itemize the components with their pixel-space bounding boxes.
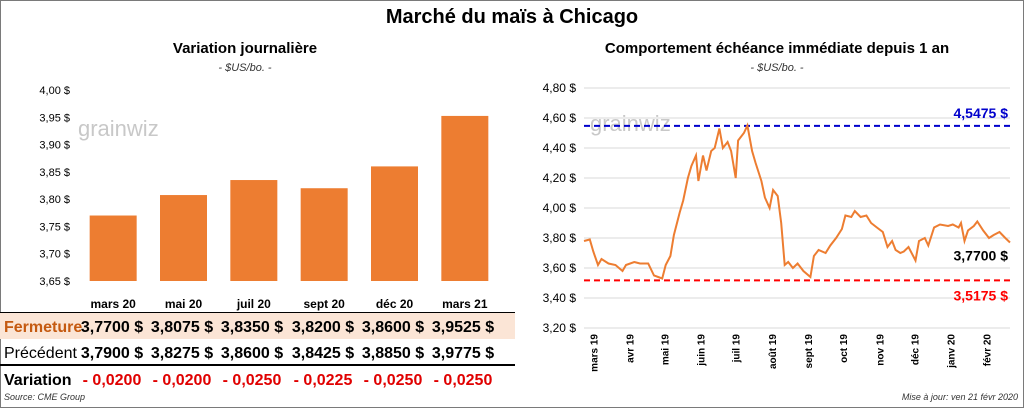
x-tick-label: mai 19 xyxy=(661,334,672,366)
right-chart-unit: - $US/bo. - xyxy=(750,62,804,74)
table-row-variation: Variation - 0,0200 - 0,0200 - 0,0250 - 0… xyxy=(0,364,515,392)
y-tick-label: 4,40 $ xyxy=(543,141,577,155)
variation-cell: - 0,0250 xyxy=(433,372,493,389)
last-price-label: 3,7700 $ xyxy=(954,248,1009,264)
y-tick-label: 3,20 $ xyxy=(543,321,577,335)
x-tick-label: sept 19 xyxy=(804,334,815,369)
line-chart: 3,20 $ 3,40 $ 3,60 $ 3,80 $ 4,00 $ 4,20 $ 4,40… xyxy=(543,81,1011,372)
x-tick-label: févr 20 xyxy=(983,334,994,367)
precedent-cell: 3,8600 $ xyxy=(220,345,284,362)
low-price-label: 3,5175 $ xyxy=(954,287,1009,303)
source-note: Source: CME Group xyxy=(4,392,86,402)
y-tick-label: 4,20 $ xyxy=(543,171,577,185)
bar-chart: 3,65 $ 3,70 $ 3,75 $ 3,80 $ 3,85 $ 3,90 $ 3,95… xyxy=(39,85,489,311)
x-tick-label: août 19 xyxy=(768,334,779,369)
precedent-cell: 3,9775 $ xyxy=(431,345,495,362)
fermeture-cell: 3,8200 $ xyxy=(291,319,355,336)
y-tick-label: 3,60 $ xyxy=(543,261,577,275)
left-chart-unit: - $US/bo. - xyxy=(218,62,272,74)
bar xyxy=(441,115,489,281)
watermark-text: grainwiz xyxy=(78,116,159,141)
x-tick-label: juin 19 xyxy=(697,334,708,367)
x-tick-label: mars 20 xyxy=(90,297,136,311)
x-tick-label: juil 19 xyxy=(732,334,743,364)
y-tick-label: 3,85 $ xyxy=(39,167,70,179)
precedent-cell: 3,8425 $ xyxy=(291,345,355,362)
x-tick-label: janv 20 xyxy=(946,334,957,369)
fermeture-cell: 3,8350 $ xyxy=(220,319,284,336)
y-tick-label: 4,00 $ xyxy=(543,201,577,215)
precedent-cell: 3,8850 $ xyxy=(361,345,425,362)
row-label-precedent: Précédent xyxy=(4,345,77,362)
y-tick-label: 3,65 $ xyxy=(39,276,70,288)
x-tick-label: avr 19 xyxy=(626,334,637,363)
y-tick-label: 3,75 $ xyxy=(39,221,70,233)
y-tick-label: 3,90 $ xyxy=(39,140,70,152)
y-tick-label: 3,70 $ xyxy=(39,249,70,261)
x-tick-label: mars 19 xyxy=(589,334,600,372)
x-tick-label: déc 20 xyxy=(376,297,414,311)
fermeture-cell: 3,9525 $ xyxy=(431,319,495,336)
bar xyxy=(160,195,207,281)
fermeture-cell: 3,8600 $ xyxy=(361,319,425,336)
bar xyxy=(230,180,278,281)
x-tick-label: juil 20 xyxy=(236,297,271,311)
variation-cell: - 0,0200 xyxy=(152,372,212,389)
row-label-variation: Variation xyxy=(4,372,72,389)
right-chart-title: Comportement échéance immédiate depuis 1… xyxy=(604,40,950,57)
y-tick-label: 3,80 $ xyxy=(543,231,577,245)
x-tick-label: mai 20 xyxy=(165,297,203,311)
table-row-precedent: Précédent 3,7900 $ 3,8275 $ 3,8600 $ 3,8… xyxy=(0,339,515,365)
left-chart-title: Variation journalière xyxy=(172,40,318,57)
bar xyxy=(89,215,137,281)
x-tick-label: sept 20 xyxy=(303,297,345,311)
y-tick-label: 4,80 $ xyxy=(543,81,577,95)
y-tick-label: 4,00 $ xyxy=(39,85,70,97)
high-price-label: 4,5475 $ xyxy=(954,105,1009,121)
variation-cell: - 0,0250 xyxy=(222,372,282,389)
y-tick-label: 3,80 $ xyxy=(39,194,70,206)
variation-cell: - 0,0250 xyxy=(363,372,423,389)
table-row-fermeture: Fermeture 3,7700 $ 3,8075 $ 3,8350 $ 3,8… xyxy=(0,312,515,339)
update-note: Mise à jour: ven 21 févr 2020 xyxy=(901,392,1018,402)
price-series-line xyxy=(583,122,1011,280)
x-tick-label: nov 19 xyxy=(875,334,886,366)
x-tick-label: déc 19 xyxy=(910,334,921,366)
fermeture-cell: 3,7700 $ xyxy=(80,319,144,336)
bar xyxy=(371,166,418,281)
y-tick-label: 4,60 $ xyxy=(543,111,577,125)
row-label-fermeture: Fermeture xyxy=(4,319,83,336)
x-tick-label: oct 19 xyxy=(839,334,850,363)
page-title: Marché du maïs à Chicago xyxy=(385,6,639,28)
variation-cell: - 0,0200 xyxy=(82,372,142,389)
x-tick-label: mars 21 xyxy=(442,297,488,311)
variation-cell: - 0,0225 xyxy=(293,372,353,389)
y-tick-label: 3,40 $ xyxy=(543,291,577,305)
precedent-cell: 3,8275 $ xyxy=(150,345,214,362)
precedent-cell: 3,7900 $ xyxy=(80,345,144,362)
watermark-text: grainwiz xyxy=(590,111,671,136)
y-tick-label: 3,95 $ xyxy=(39,112,70,124)
bar xyxy=(300,188,348,281)
fermeture-cell: 3,8075 $ xyxy=(150,319,214,336)
